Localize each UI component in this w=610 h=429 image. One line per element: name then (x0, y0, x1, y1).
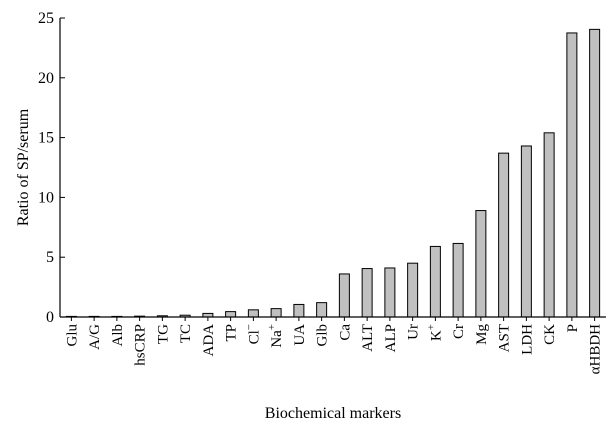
y-tick-label: 0 (46, 309, 54, 326)
x-tick-label: Cr (451, 324, 467, 339)
x-tick-label: TP (224, 324, 240, 342)
x-tick-label: P (565, 324, 581, 332)
bar-ur (407, 262, 419, 318)
bar-alp (384, 267, 396, 318)
bar-cr (452, 242, 464, 318)
x-tick-label: CK (542, 324, 558, 345)
axes-layer (59, 18, 606, 318)
bar-ca (338, 273, 350, 318)
bar-na (270, 308, 282, 318)
x-tick-label: LDH (519, 324, 535, 355)
x-tick-label: Glb (315, 324, 331, 347)
x-tick-label: TC (178, 324, 194, 343)
x-tick-label: ADA (201, 324, 217, 357)
bar-ldh (520, 145, 532, 318)
bar-tp (225, 311, 237, 318)
y-tick-label: 25 (38, 10, 54, 27)
y-tick-label: 20 (38, 70, 54, 87)
bar-ua (293, 303, 305, 318)
x-tick-label: Na+ (266, 324, 285, 348)
x-tick-label: AST (497, 324, 513, 352)
x-tick-label: hsCRP (133, 324, 149, 366)
bar--hbdh (589, 28, 601, 318)
y-tick-label: 5 (46, 249, 54, 266)
bar-p (566, 32, 578, 318)
x-tick-label: Mg (474, 324, 490, 345)
bar-k (429, 245, 441, 318)
y-tick-label: 10 (38, 189, 54, 206)
x-tick-label: A/G (87, 324, 103, 350)
bar-glb (316, 302, 328, 318)
y-ticks: 0 5 10 15 20 25 (38, 10, 65, 326)
x-tick-label: αHBDH (588, 324, 604, 375)
bars-layer (65, 28, 601, 318)
x-tick-label: Ur (406, 324, 422, 340)
x-tick-label: Glu (64, 324, 80, 347)
x-tick-label: Cl− (243, 324, 262, 344)
x-tick-label: K+ (425, 324, 444, 341)
x-tick-label: ALP (383, 324, 399, 352)
bar-cl (247, 309, 259, 318)
x-tick-label: Alb (110, 324, 126, 347)
bar-mg (475, 210, 487, 318)
bar-alt (361, 268, 373, 318)
bar-ast (498, 152, 510, 318)
x-axis-title: Biochemical markers (265, 405, 401, 422)
x-tick-label: ALT (360, 324, 376, 352)
x-tick-label: TG (155, 324, 171, 344)
x-tick-label: Ca (337, 324, 353, 341)
x-tick-labels: Glu A/G Alb hsCRP TG TC ADA TP Cl−Na+ UA Glb Ca ALT A… (64, 317, 604, 375)
bar-ck (543, 132, 555, 318)
y-axis-title: Ratio of SP/serum (15, 108, 32, 226)
x-tick-label: UA (292, 324, 308, 346)
y-tick-label: 15 (38, 130, 54, 147)
